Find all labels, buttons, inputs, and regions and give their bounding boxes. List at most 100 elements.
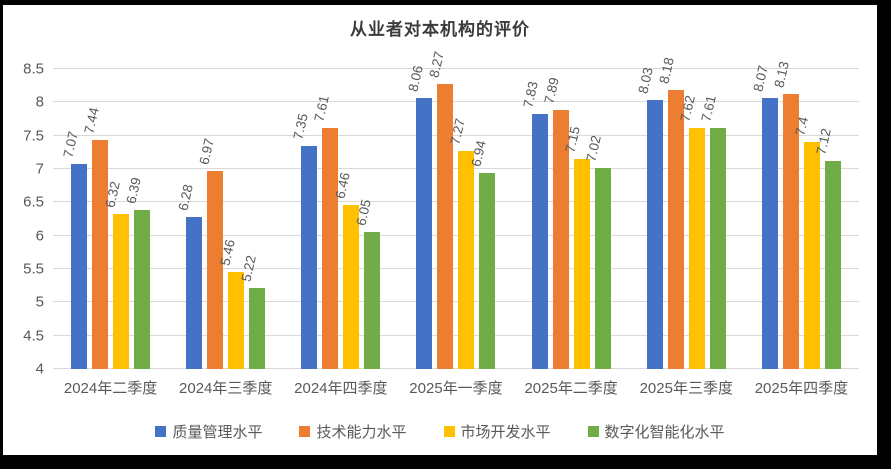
legend-swatch-icon [587, 426, 599, 437]
bar-data-label: 7.35 [290, 111, 311, 141]
bar: 6.46 [332, 171, 360, 369]
gridline [53, 168, 859, 169]
bar: 8.06 [405, 64, 433, 369]
bar: 7.35 [290, 112, 318, 369]
bar: 7.62 [678, 94, 705, 369]
x-axis-labels: 2024年二季度 2024年三季度 2024年四季度 2025年一季度 2025年二季度… [53, 377, 859, 398]
bar-series: 7.07 7.44 6.32 6.39 6.28 6.97 5.46 5.22 7.35 7.61… [53, 50, 859, 369]
bar: 6.97 [196, 137, 224, 369]
x-category-label: 2025年二季度 [524, 380, 618, 397]
bar-data-label: 7.44 [80, 105, 102, 135]
bar-group: 8.03 8.18 7.62 7.61 [629, 56, 744, 369]
legend: 质量管理水平 技术能力水平 市场开发水平 数字化智能化水平 [3, 421, 877, 442]
bar-data-label: 8.18 [656, 56, 678, 86]
bar-data-label: 6.39 [122, 175, 144, 205]
y-tick-label: 6 [35, 227, 44, 245]
bar: 6.32 [102, 180, 130, 369]
bar: 7.27 [447, 117, 475, 369]
bar: 7.61 [699, 94, 726, 369]
bar: 8.13 [772, 60, 799, 369]
x-category-label: 2025年一季度 [409, 380, 503, 397]
bar-data-label: 6.28 [175, 183, 196, 212]
legend-item: 技术能力水平 [299, 421, 407, 442]
x-category-label: 2025年四季度 [754, 380, 849, 397]
gridline [53, 368, 859, 369]
y-tick-label: 4.5 [23, 327, 44, 345]
bar-data-label: 5.22 [238, 253, 259, 283]
gridline [53, 134, 859, 136]
y-tick-label: 8.5 [23, 60, 44, 78]
bar: 6.39 [123, 176, 151, 369]
legend-swatch-icon [443, 426, 455, 437]
bar: 7.44 [81, 106, 109, 369]
bar: 5.22 [238, 254, 266, 369]
plot-area: 4 4.5 5 5.5 6 6.5 7 7.5 8 8.5 7.07 7.44 6.32 6.39 6.2… [23, 50, 859, 378]
y-tick-label: 5.5 [23, 260, 44, 278]
bar: 7.83 [521, 80, 548, 369]
gridline [53, 301, 859, 303]
bar-data-label: 7.02 [583, 133, 605, 163]
legend-label: 数字化智能化水平 [604, 424, 725, 441]
bar: 6.05 [353, 198, 381, 369]
bar-group: 6.28 6.97 5.46 5.22 [168, 69, 283, 369]
y-tick-label: 5 [35, 293, 44, 311]
bar-data-label: 7.12 [813, 127, 835, 156]
gridline [53, 234, 859, 236]
bar-data-label: 7.07 [59, 130, 81, 160]
bar: 5.46 [217, 238, 245, 369]
bar-data-label: 8.27 [426, 50, 447, 80]
bar-data-label: 8.06 [405, 64, 426, 94]
legend-label: 市场开发水平 [460, 424, 551, 441]
bar: 7.15 [563, 125, 590, 369]
bar-group: 7.07 7.44 6.32 6.39 [53, 69, 168, 369]
bar-group: 8.06 8.27 7.27 6.94 [398, 50, 513, 369]
bar: 7.89 [542, 76, 569, 369]
legend-item: 数字化智能化水平 [587, 421, 725, 442]
bar: 7.4 [793, 116, 820, 369]
bar: 7.02 [584, 134, 611, 369]
y-tick-label: 6.5 [23, 193, 44, 211]
y-tick-label: 7.5 [23, 127, 44, 145]
legend-item: 市场开发水平 [443, 421, 551, 442]
bar-data-label: 7.89 [541, 75, 563, 105]
bar-group: 7.83 7.89 7.15 7.02 [514, 69, 629, 369]
gridline [53, 334, 859, 336]
y-tick-label: 7 [35, 160, 44, 178]
bar-data-label: 6.05 [353, 198, 374, 228]
y-tick-label: 8 [35, 93, 44, 111]
bar-data-label: 6.94 [468, 139, 489, 168]
bar: 8.03 [636, 66, 663, 369]
bar-group: 7.35 7.61 6.46 6.05 [283, 69, 398, 369]
chart-canvas: 从业者对本机构的评价 4 4.5 5 5.5 6 6.5 7 7.5 8 8.5 7.07 7.44… [3, 5, 877, 455]
bar-data-label: 8.03 [635, 66, 657, 96]
bar: 8.18 [657, 56, 684, 369]
legend-label: 技术能力水平 [316, 424, 407, 441]
bar-data-label: 8.07 [750, 63, 772, 93]
legend-swatch-icon [299, 426, 311, 437]
bar-group: 8.07 8.13 7.4 7.12 [744, 60, 859, 369]
bar-data-label: 7.83 [520, 79, 542, 109]
bar-data-label: 7.61 [698, 94, 720, 124]
bar-data-label: 6.97 [196, 137, 217, 166]
bar: 8.27 [426, 50, 454, 369]
bar-data-label: 7.4 [792, 115, 812, 138]
x-category-label: 2024年三季度 [179, 380, 273, 397]
x-category-label: 2024年四季度 [294, 380, 388, 397]
gridline [53, 268, 859, 269]
bar: 7.12 [814, 127, 841, 369]
bar: 8.07 [751, 64, 778, 369]
bar: 7.61 [311, 94, 339, 369]
legend-swatch-icon [155, 426, 167, 437]
x-category-label: 2024年二季度 [63, 380, 158, 397]
x-category-label: 2025年三季度 [639, 380, 733, 397]
chart-title: 从业者对本机构的评价 [350, 20, 530, 39]
bar: 7.07 [60, 130, 88, 369]
gridline [53, 201, 859, 203]
legend-label: 质量管理水平 [172, 424, 263, 441]
gridline [53, 68, 859, 69]
bar-data-label: 7.61 [311, 94, 332, 124]
bar: 6.28 [175, 183, 203, 369]
gridline [53, 101, 859, 103]
legend-item: 质量管理水平 [155, 421, 262, 442]
y-tick-label: 4 [35, 360, 44, 378]
